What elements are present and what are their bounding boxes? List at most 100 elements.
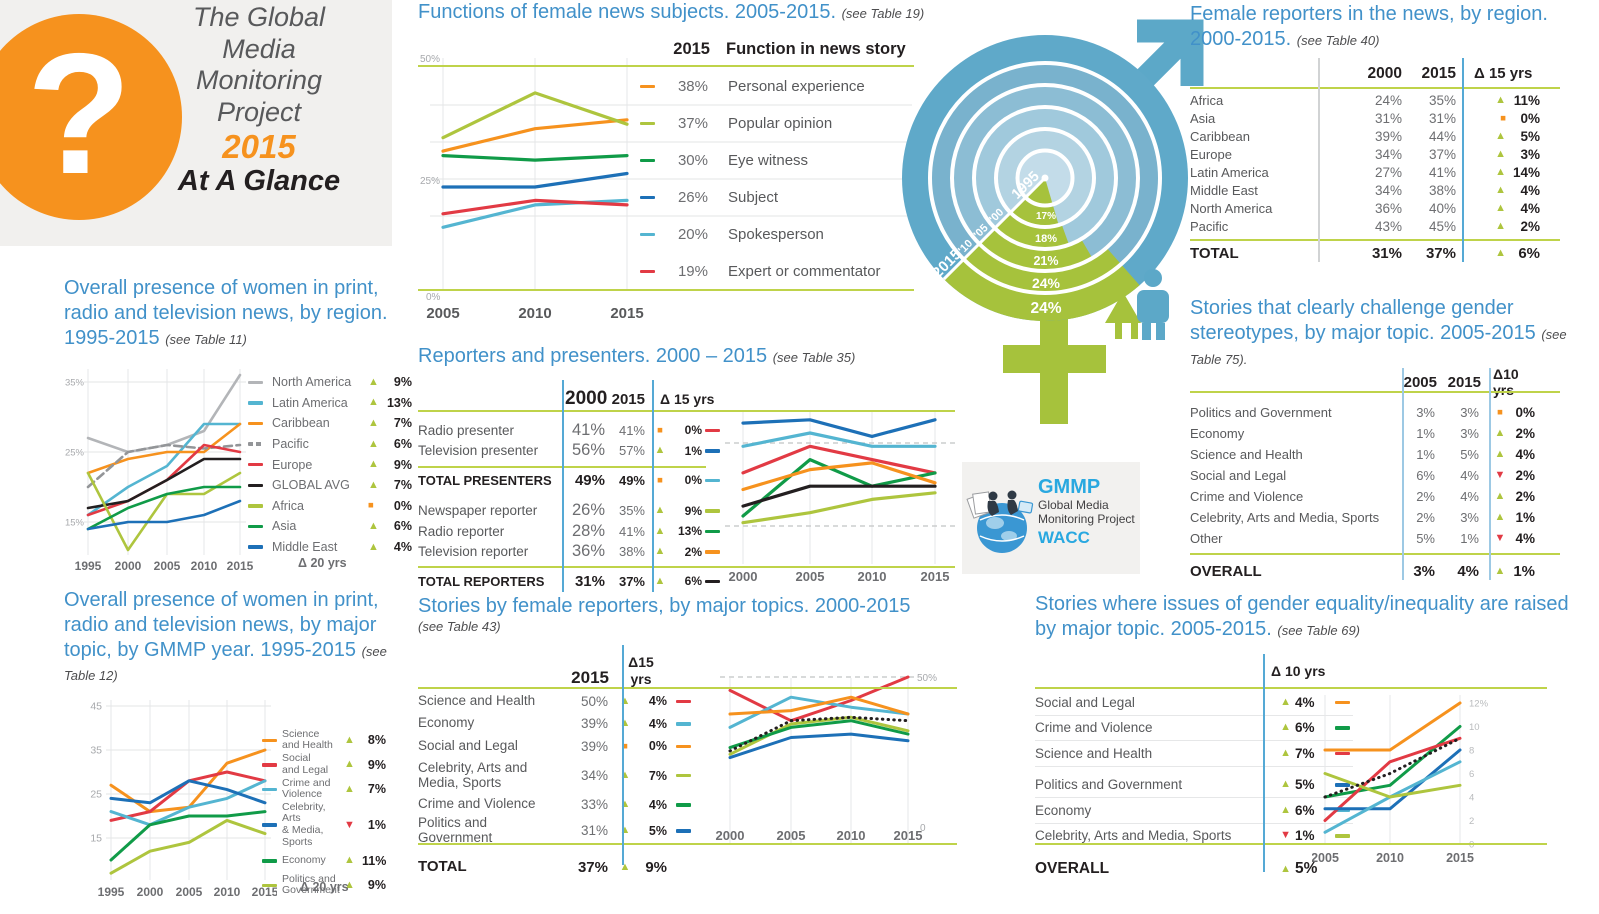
delta-value: 2% (684, 544, 702, 559)
value-2000: 43% (1374, 218, 1402, 234)
legend-label: Latin America (272, 395, 348, 410)
value-2015: 41% (618, 422, 645, 438)
delta-value: 4% (648, 716, 667, 731)
svg-text:2: 2 (1469, 816, 1474, 827)
value-2015: 3% (1460, 510, 1479, 525)
value-2015: 50% (580, 693, 608, 709)
table-row: Social and Legal 6% 4% ▼ 2% (1190, 465, 1550, 486)
row-label: Radio presenter (418, 422, 515, 438)
row-label: Latin America (1190, 165, 1269, 180)
table-row: Social and Legal 39% ■ 0% (418, 735, 708, 758)
series-swatch (640, 232, 655, 237)
legend-label: Europe (272, 457, 313, 472)
delta-value: 14% (1512, 165, 1540, 180)
pct-2015: 19% (677, 263, 708, 280)
delta-axis-label: Δ 20 yrs (300, 880, 349, 894)
legend-swatch (248, 380, 263, 385)
delta-direction-icon: ▲ (368, 458, 379, 471)
delta-value: 5% (648, 823, 667, 838)
delta-direction-icon: ▲ (368, 540, 379, 553)
delta-value: 7% (367, 782, 386, 797)
value-2000: 31% (1371, 244, 1402, 262)
functions-line-chart: 50% 25% 0% 2005 2010 2015 (418, 54, 914, 322)
functions-title: Functions of female news subjects. 2005-… (418, 1, 925, 23)
row-label: Politics and Government (1190, 405, 1332, 420)
svg-text:10: 10 (1469, 722, 1480, 733)
challenge-table-rows: Politics and Government 3% 3% ■ 0% Econo… (1190, 402, 1550, 582)
table-row: Crime and Violence ▲ 6% (1035, 716, 1353, 741)
delta-direction-icon: ▲ (1280, 862, 1291, 875)
svg-text:0: 0 (1469, 840, 1474, 851)
legend-label: Economy (282, 853, 326, 866)
delta-direction-icon: ▲ (1495, 148, 1506, 161)
rule (1263, 654, 1265, 872)
rule (622, 645, 624, 865)
legend-label: Crime and Violence (282, 776, 331, 801)
legend-label: GLOBAL AVG (272, 478, 350, 493)
delta-direction-icon: ▲ (1495, 130, 1506, 143)
legend-swatch (262, 859, 277, 863)
reporters-table-header: 2000 2015 Δ 15 yrs (418, 378, 728, 420)
legend-label: Caribbean (272, 416, 330, 431)
see-table-ref: (see Table 69) (1277, 622, 1361, 638)
delta-value: 2% (1515, 468, 1535, 483)
equality-title: Stories where issues of gender equality/… (1035, 593, 1569, 640)
series-swatch (640, 195, 655, 200)
table-row: Science and Health 50% ▲ 4% (418, 690, 708, 713)
column-header-2000: 2000 (1367, 64, 1402, 82)
table-row: Economy 1% 3% ▲ 2% (1190, 423, 1550, 444)
value-2015: 3% (1460, 405, 1479, 420)
delta-value: 4% (1515, 447, 1535, 462)
delta-value: 9% (393, 375, 412, 390)
svg-text:4: 4 (1469, 793, 1474, 804)
delta-direction-icon: ▲ (1494, 490, 1506, 502)
svg-text:2005: 2005 (796, 569, 825, 584)
value-2015: 4% (1460, 489, 1479, 504)
rule (1402, 368, 1404, 580)
table-row: Pacific 43% 45% ▲ 2% (1190, 217, 1540, 235)
fr-region-table-rows: Africa 24% 35% ▲ 11% Asia 31% 31% ■ 0% C… (1190, 92, 1540, 262)
value-2000: 24% (1374, 93, 1402, 109)
rule (1489, 368, 1491, 580)
see-table-ref: (see Table 11) (165, 331, 247, 347)
value-2015: 49% (618, 472, 645, 488)
pct-2015: 26% (677, 189, 708, 206)
svg-text:12%: 12% (1469, 699, 1489, 710)
project-title: The Global Media Monitoring Project 2015… (156, 2, 362, 198)
see-table-ref: (see Table 35) (772, 350, 856, 365)
row-label: Radio reporter (418, 523, 505, 539)
table-row: Television reporter 36% 38% ▲ 2% (418, 542, 728, 563)
series-swatch (705, 478, 720, 482)
value-2015: 38% (618, 544, 645, 560)
delta-value: 9% (367, 878, 386, 893)
column-header-2015: 2015 (1447, 373, 1481, 391)
rule (652, 380, 654, 592)
delta-direction-icon: ▲ (1280, 803, 1291, 816)
female-table-rows: Science and Health 50% ▲ 4% Economy 39% … (418, 690, 708, 880)
row-label: Africa (1190, 93, 1224, 109)
svg-text:2010: 2010 (214, 885, 241, 899)
svg-text:2005: 2005 (426, 305, 459, 322)
series-swatch (676, 803, 691, 807)
svg-text:24%: 24% (1032, 275, 1061, 291)
series-swatch (705, 529, 720, 533)
title-line: The Global (192, 2, 326, 32)
question-mark-icon: ? (0, 14, 182, 220)
delta-value: 7% (393, 416, 412, 431)
delta-direction-icon: ▲ (619, 769, 631, 781)
table-row: Radio presenter 41% 41% ■ 0% (418, 420, 728, 441)
legend-item: Latin America ▲ 13% (248, 393, 428, 414)
svg-text:45: 45 (90, 701, 102, 713)
column-header-delta: Δ 15 yrs (660, 391, 715, 407)
table-row: Social and Legal ▲ 4% (1035, 690, 1353, 716)
row-label: Politics and Government (418, 815, 493, 845)
svg-text:2005: 2005 (154, 559, 181, 573)
delta-value: 1% (1295, 828, 1315, 844)
delta-direction-icon: ▲ (368, 519, 379, 532)
delta-value: 1% (1513, 563, 1535, 580)
see-table-ref: (see Table 19) (841, 6, 925, 21)
table-row: 19% Expert or commentator (640, 253, 930, 290)
column-header-2005: 2005 (1403, 373, 1437, 391)
legend-label: Celebrity, Arts & Media, Sports (282, 800, 326, 848)
function-label: Subject (728, 189, 779, 206)
